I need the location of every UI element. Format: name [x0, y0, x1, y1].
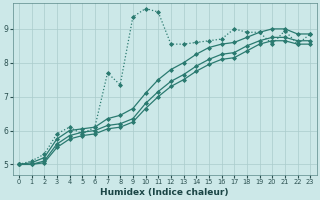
X-axis label: Humidex (Indice chaleur): Humidex (Indice chaleur): [100, 188, 229, 197]
